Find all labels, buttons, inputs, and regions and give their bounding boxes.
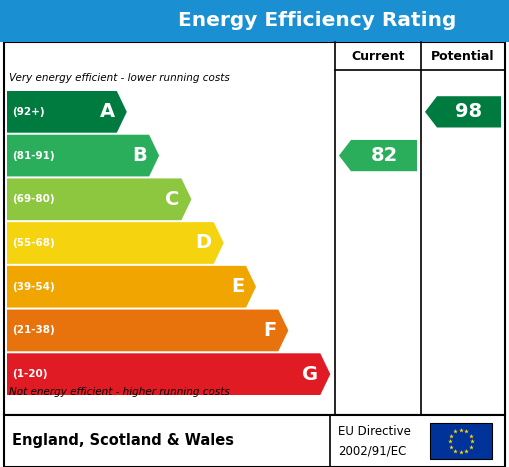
Text: (1-20): (1-20)	[12, 369, 47, 379]
Bar	[0, 0, 509, 42]
Polygon shape	[7, 178, 191, 220]
Text: 2002/91/EC: 2002/91/EC	[338, 445, 406, 458]
Text: (39-54): (39-54)	[12, 282, 55, 292]
Polygon shape	[425, 96, 501, 127]
Polygon shape	[7, 134, 159, 177]
Text: Current: Current	[351, 50, 405, 63]
Text: EU Directive: EU Directive	[338, 425, 411, 438]
Polygon shape	[7, 222, 224, 264]
Text: Energy Efficiency Rating: Energy Efficiency Rating	[178, 12, 457, 30]
Bar	[4, 415, 505, 467]
Text: F: F	[263, 321, 276, 340]
Polygon shape	[7, 310, 288, 351]
Text: 82: 82	[371, 146, 398, 165]
Text: (92+): (92+)	[12, 107, 45, 117]
Polygon shape	[7, 91, 127, 133]
Text: England, Scotland & Wales: England, Scotland & Wales	[12, 433, 234, 448]
Text: C: C	[165, 190, 179, 209]
Text: D: D	[195, 234, 212, 253]
Text: (81-91): (81-91)	[12, 150, 54, 161]
Polygon shape	[7, 354, 330, 395]
Text: (21-38): (21-38)	[12, 325, 55, 335]
Polygon shape	[339, 140, 417, 171]
Bar	[4, 42, 505, 415]
Text: (55-68): (55-68)	[12, 238, 55, 248]
Text: Not energy efficient - higher running costs: Not energy efficient - higher running co…	[9, 387, 230, 397]
Text: Potential: Potential	[431, 50, 495, 63]
Polygon shape	[7, 266, 256, 308]
Text: G: G	[302, 365, 318, 384]
Text: Very energy efficient - lower running costs: Very energy efficient - lower running co…	[9, 73, 230, 83]
Bar	[430, 423, 492, 459]
Text: E: E	[231, 277, 244, 296]
Text: B: B	[132, 146, 147, 165]
Text: (69-80): (69-80)	[12, 194, 54, 204]
Text: A: A	[100, 102, 115, 121]
Text: 98: 98	[456, 102, 483, 121]
